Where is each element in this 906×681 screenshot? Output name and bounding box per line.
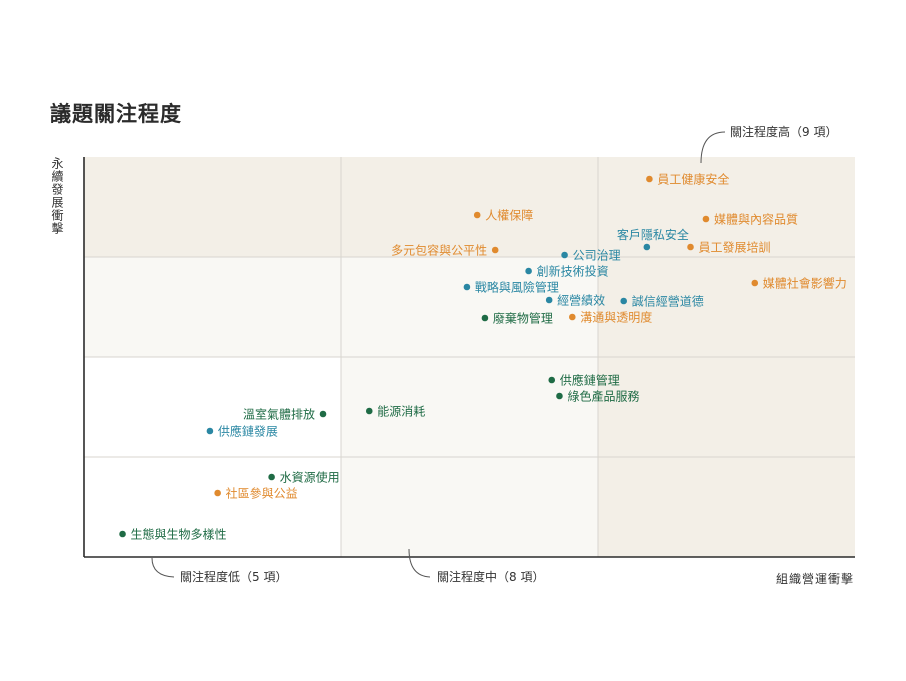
data-point (268, 473, 275, 481)
data-point-label: 廢棄物管理 (493, 311, 553, 326)
zone-label-high: 關注程度高（9 項） (730, 124, 837, 139)
data-point-label: 多元包容與公平性 (391, 243, 487, 258)
data-point-label: 社區參與公益 (226, 486, 298, 501)
data-point-label: 經營績效 (557, 293, 605, 308)
data-point (561, 251, 568, 259)
data-point-label: 員工健康安全 (657, 172, 729, 187)
data-point-label: 生態與生物多樣性 (131, 527, 227, 542)
data-point (556, 392, 563, 400)
data-point-label: 媒體社會影響力 (763, 276, 847, 291)
data-point (643, 243, 651, 251)
data-point (751, 279, 759, 287)
data-point-label: 媒體與內容品質 (714, 212, 798, 227)
data-point-label: 人權保障 (485, 208, 533, 223)
data-point-label: 供應鏈發展 (218, 424, 278, 439)
data-point (620, 297, 627, 305)
data-point-label: 綠色產品服務 (567, 389, 639, 404)
data-point (365, 407, 373, 415)
data-point (319, 410, 327, 418)
y-axis-label: 永續發展衝擊 (50, 157, 64, 235)
data-point-label: 溫室氣體排放 (243, 407, 315, 422)
data-point-label: 水資源使用 (280, 470, 340, 485)
data-point (545, 296, 553, 304)
data-point (687, 243, 694, 251)
data-point-label: 供應鏈管理 (560, 373, 620, 388)
data-point (119, 530, 126, 538)
data-point-label: 戰略與風險管理 (475, 280, 559, 295)
data-point (214, 489, 221, 497)
data-point (569, 313, 576, 321)
zone-callout-line (700, 131, 726, 164)
zone-callout-line (151, 557, 175, 578)
data-point-label: 創新技術投資 (537, 264, 609, 279)
data-point (491, 246, 499, 254)
x-axis-label: 組織營運衝擊 (775, 572, 854, 586)
data-point (525, 267, 532, 275)
zone-callout-line (408, 548, 431, 578)
data-point (206, 427, 214, 435)
zone-label-mid: 關注程度中（8 項） (437, 569, 544, 584)
data-point-label: 員工發展培訓 (699, 240, 771, 255)
zone-label-low: 關注程度低（5 項） (180, 569, 287, 584)
chart-title: 議題關注程度 (50, 102, 182, 126)
data-point (646, 175, 653, 183)
data-point-label: 能源消耗 (377, 405, 425, 419)
data-point (473, 211, 481, 219)
data-point (548, 376, 556, 384)
data-point (463, 283, 471, 291)
data-point (481, 314, 489, 322)
data-point-label: 誠信經營道德 (632, 294, 704, 309)
data-point-label: 客戶隱私安全 (617, 227, 689, 242)
data-point (702, 215, 710, 223)
data-point-label: 公司治理 (573, 249, 621, 263)
data-point-label: 溝通與透明度 (580, 310, 652, 325)
